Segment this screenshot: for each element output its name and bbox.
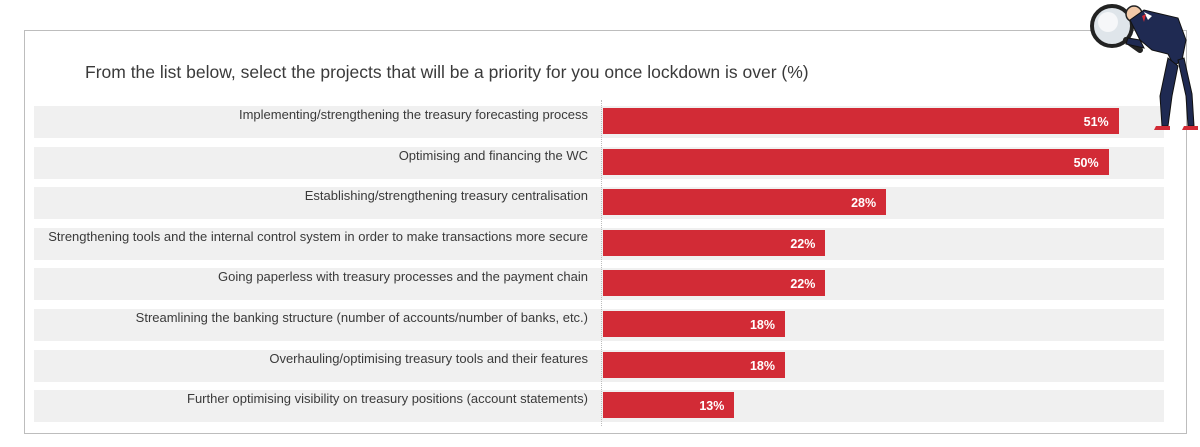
bar-value-label: 22%	[790, 277, 816, 292]
category-label: Implementing/strengthening the treasury …	[238, 107, 588, 122]
businessman-magnifier-icon	[1090, 4, 1198, 130]
row-band	[34, 349, 1164, 382]
bar	[603, 311, 785, 337]
chart-title: From the list below, select the projects…	[85, 62, 809, 82]
bar-value-label: 13%	[699, 399, 725, 414]
category-label: Going paperless with treasury processes …	[218, 269, 588, 285]
row-band	[34, 227, 1164, 260]
category-label: Streamlining the banking structure (numb…	[135, 310, 588, 325]
row-band	[34, 268, 1164, 301]
category-label: Overhauling/optimising treasury tools an…	[269, 350, 588, 366]
bar	[603, 229, 826, 256]
bar-value-label: 18%	[749, 358, 775, 373]
category-label: Optimising and financing the WC	[398, 147, 588, 163]
bar	[603, 351, 785, 378]
category-label: Establishing/strengthening treasury cent…	[304, 188, 588, 204]
bar	[603, 189, 887, 216]
category-axis-line	[601, 100, 602, 426]
bar-value-label: 51%	[1083, 115, 1109, 129]
row-band	[34, 309, 1164, 341]
bar-value-label: 50%	[1073, 155, 1099, 170]
row-band	[34, 187, 1164, 220]
bar	[603, 108, 1119, 134]
bar-value-label: 22%	[790, 236, 816, 251]
category-label: Strengthening tools and the internal con…	[48, 228, 588, 244]
bar-value-label: 28%	[851, 196, 877, 211]
bar	[603, 270, 826, 297]
bar-value-label: 18%	[749, 318, 775, 332]
bar	[603, 148, 1109, 175]
row-band	[34, 390, 1164, 423]
category-label: Further optimising visibility on treasur…	[187, 391, 588, 407]
bar	[603, 392, 735, 419]
